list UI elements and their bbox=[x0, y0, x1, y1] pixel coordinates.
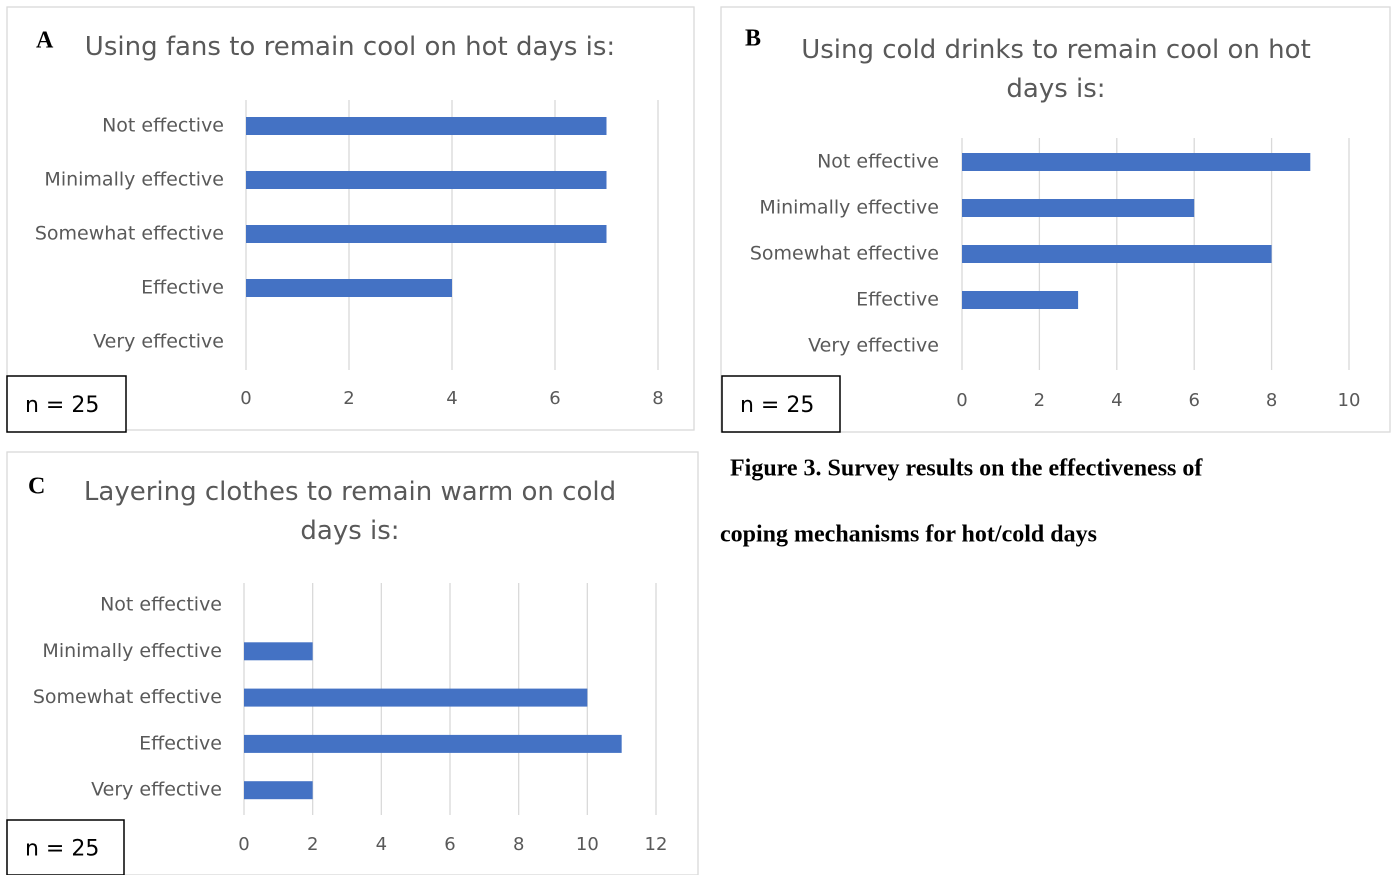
panel-label: A bbox=[36, 28, 54, 54]
annotation-box bbox=[6, 819, 125, 875]
y-tick-label: Very effective bbox=[93, 331, 224, 353]
panel-label: B bbox=[745, 26, 761, 52]
title-line: Using fans to remain cool on hot days is… bbox=[85, 32, 615, 62]
x-tick-label: 6 bbox=[444, 834, 455, 855]
y-tick-label: Effective bbox=[141, 277, 224, 299]
bar bbox=[246, 117, 607, 135]
annotation: n = 25 bbox=[740, 393, 814, 418]
x-tick-label: 4 bbox=[1111, 390, 1122, 411]
x-tick-label: 0 bbox=[956, 390, 967, 411]
x-tick-label: 8 bbox=[513, 834, 524, 855]
bar bbox=[962, 153, 1311, 171]
x-tick-label: 4 bbox=[376, 834, 387, 855]
x-tick-label: 8 bbox=[652, 388, 663, 409]
x-tick-label: 10 bbox=[576, 834, 599, 855]
chart-frame bbox=[6, 6, 695, 431]
title-line: days is: bbox=[300, 516, 399, 546]
y-tick-label: Effective bbox=[856, 289, 939, 311]
y-tick-label: Minimally effective bbox=[42, 640, 222, 662]
y-tick-label: Somewhat effective bbox=[35, 223, 224, 245]
y-tick-label: Somewhat effective bbox=[750, 243, 939, 265]
y-tick-label: Not effective bbox=[102, 115, 224, 137]
chart-title: Layering clothes to remain warm on cold d… bbox=[84, 477, 616, 546]
bar bbox=[962, 291, 1079, 309]
bar bbox=[244, 781, 313, 800]
annotation: n = 25 bbox=[25, 837, 99, 862]
chart-title: Using fans to remain cool on hot days is… bbox=[85, 32, 615, 62]
x-tick-label: 10 bbox=[1338, 390, 1361, 411]
bar bbox=[246, 171, 607, 189]
caption-line: Figure 3. Survey results on the effectiv… bbox=[730, 456, 1203, 482]
caption-line: coping mechanisms for hot/cold days bbox=[720, 522, 1097, 548]
title-line: Layering clothes to remain warm on cold bbox=[84, 477, 616, 507]
y-tick-label: Somewhat effective bbox=[33, 686, 222, 708]
bar bbox=[244, 688, 588, 707]
bar bbox=[244, 734, 622, 753]
bar bbox=[246, 225, 607, 243]
x-tick-label: 4 bbox=[446, 388, 457, 409]
y-tick-label: Not effective bbox=[100, 594, 222, 616]
y-tick-label: Minimally effective bbox=[759, 197, 939, 219]
x-tick-label: 0 bbox=[238, 834, 249, 855]
x-tick-label: 2 bbox=[1034, 390, 1045, 411]
bar bbox=[962, 245, 1272, 263]
y-tick-label: Very effective bbox=[808, 335, 939, 357]
bar bbox=[246, 279, 452, 297]
y-tick-label: Very effective bbox=[91, 779, 222, 801]
annotation: n = 25 bbox=[25, 393, 99, 418]
title-line: Using cold drinks to remain cool on hot bbox=[801, 35, 1311, 65]
chart-frame bbox=[6, 451, 699, 875]
x-tick-label: 2 bbox=[343, 388, 354, 409]
x-tick-label: 8 bbox=[1266, 390, 1277, 411]
annotation-box bbox=[6, 375, 127, 433]
y-tick-label: Not effective bbox=[817, 151, 939, 173]
bar bbox=[244, 642, 313, 661]
x-tick-label: 6 bbox=[1188, 390, 1199, 411]
annotation-box bbox=[721, 375, 841, 433]
bar bbox=[962, 199, 1195, 217]
y-tick-label: Effective bbox=[139, 732, 222, 754]
chart-title: Using cold drinks to remain cool on hot d… bbox=[801, 35, 1311, 104]
x-tick-label: 2 bbox=[307, 834, 318, 855]
x-tick-label: 12 bbox=[645, 834, 668, 855]
x-tick-label: 0 bbox=[240, 388, 251, 409]
chart-frame bbox=[720, 6, 1391, 433]
x-tick-label: 6 bbox=[549, 388, 560, 409]
title-line: days is: bbox=[1006, 74, 1105, 104]
y-tick-label: Minimally effective bbox=[44, 169, 224, 191]
panel-label: C bbox=[28, 474, 45, 500]
